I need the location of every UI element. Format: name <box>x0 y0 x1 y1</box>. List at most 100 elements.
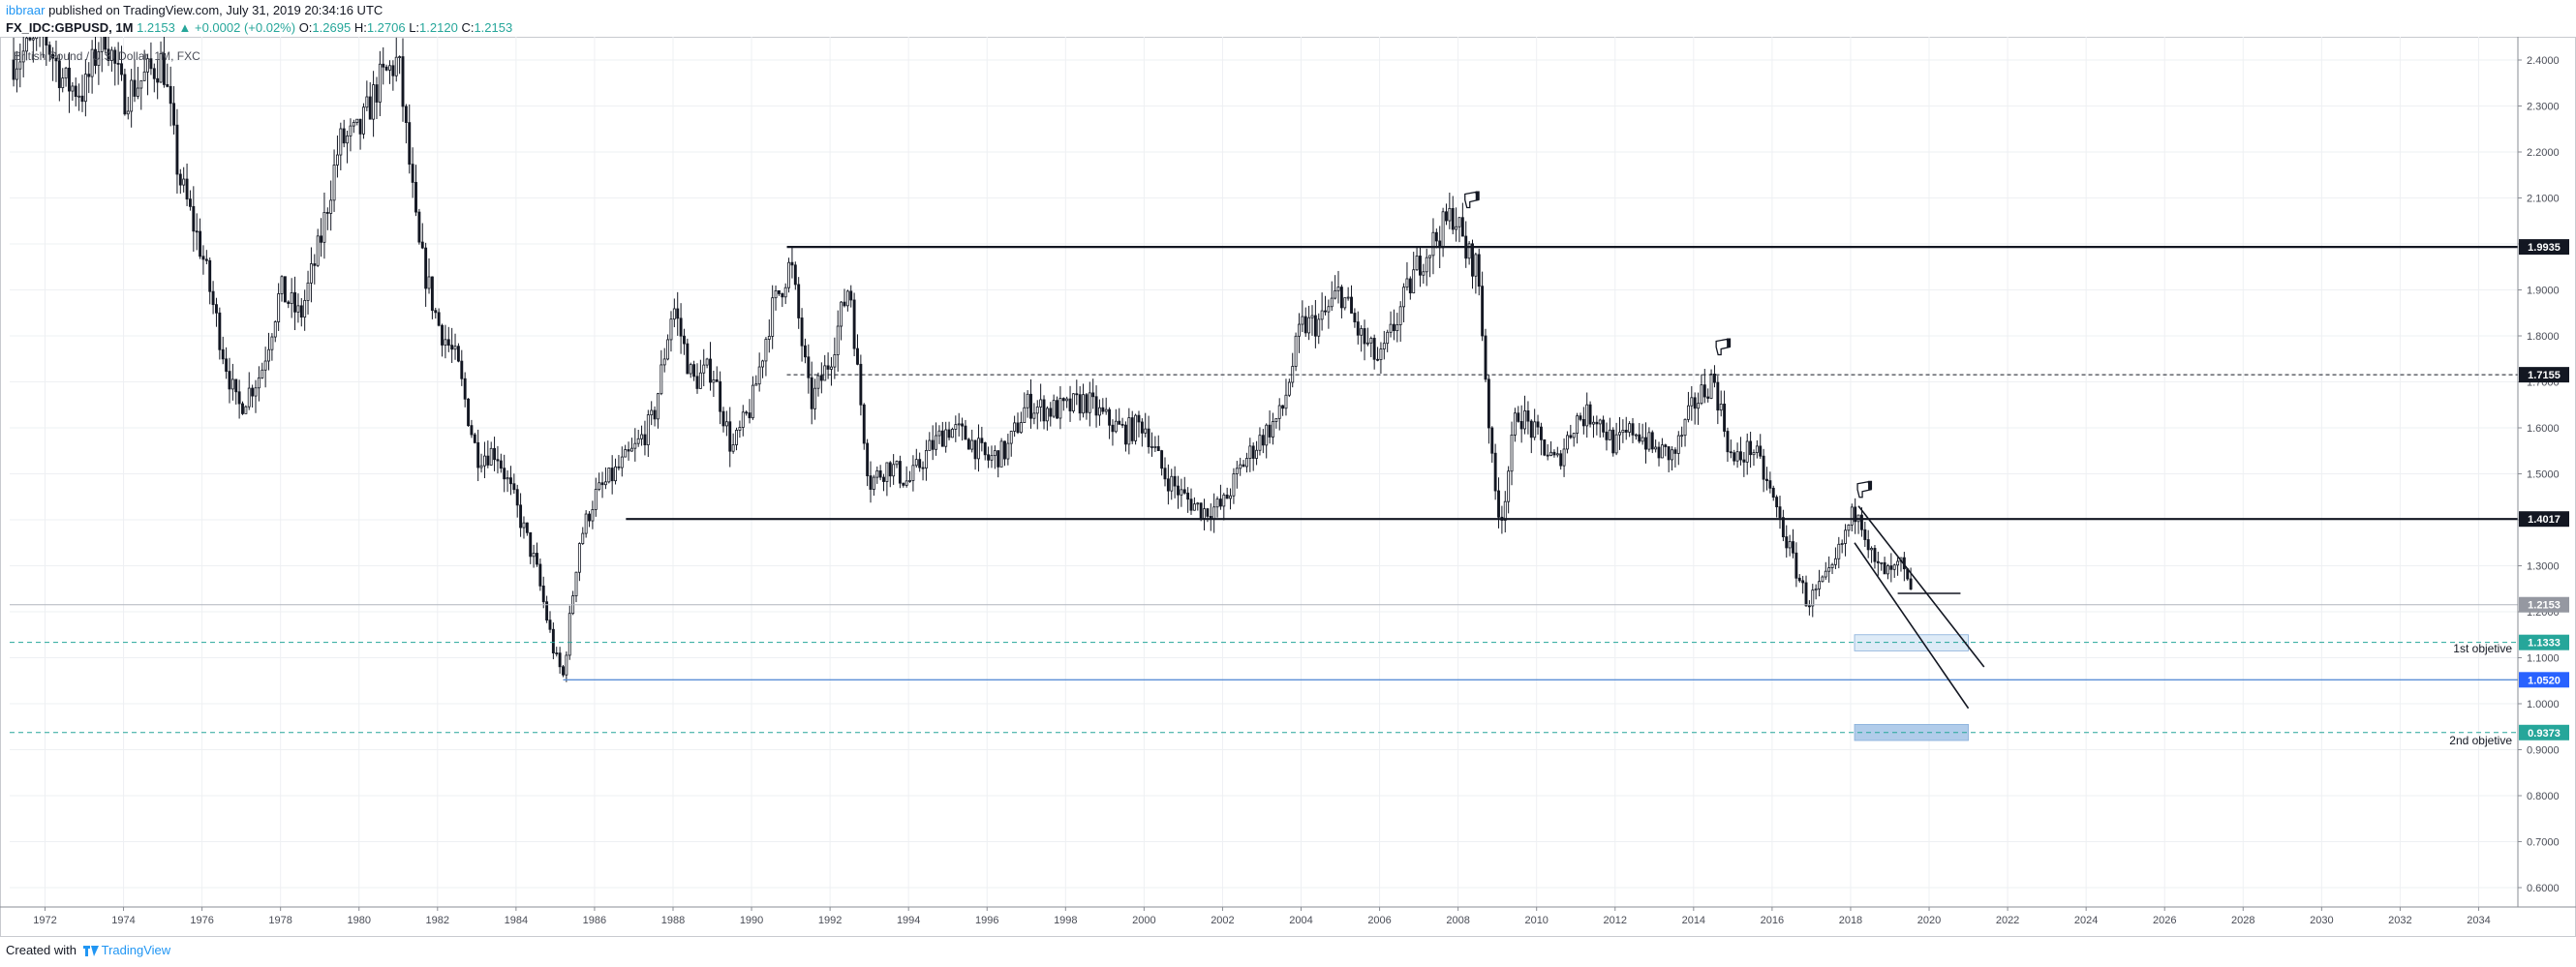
candle-body <box>666 339 670 360</box>
horizontal-levels[interactable] <box>10 245 2518 734</box>
candle-body <box>662 358 666 366</box>
candle-body <box>313 263 317 266</box>
candle-body <box>290 292 293 305</box>
candle-body <box>767 336 771 340</box>
candle-body <box>1493 452 1497 492</box>
time-tick-label: 1986 <box>583 915 606 926</box>
candle-body <box>1058 398 1062 419</box>
candle-body <box>1628 423 1632 433</box>
candle-body <box>548 619 552 630</box>
candle-body <box>1111 424 1115 433</box>
price-chart[interactable]: 0.60000.70000.80000.90001.00001.10001.20… <box>0 37 2576 937</box>
candle-body <box>810 377 813 409</box>
candle-body <box>1467 243 1471 259</box>
candle-body <box>162 52 166 85</box>
candle-body <box>1327 306 1331 313</box>
candle-body <box>777 289 781 294</box>
time-tick-label: 2034 <box>2467 915 2490 926</box>
candle-body <box>584 513 588 534</box>
candle-body <box>225 358 229 372</box>
candle-body <box>25 37 29 52</box>
candle-body <box>1837 543 1841 559</box>
symbol-label[interactable]: FX_IDC:GBPUSD, 1M <box>6 20 134 35</box>
candle-body <box>57 60 61 89</box>
candle-body <box>1523 410 1526 430</box>
price-tick-label: 2.2000 <box>2527 147 2560 159</box>
candle-body <box>859 363 863 406</box>
trend-line[interactable] <box>1857 505 1985 668</box>
candle-body <box>1650 432 1654 450</box>
candle-body <box>1419 256 1422 276</box>
candle-body <box>1035 407 1039 414</box>
candle-body <box>672 308 676 320</box>
tradingview-link[interactable]: TradingView <box>101 943 171 957</box>
candle-body <box>1752 452 1756 456</box>
candle-body <box>1244 458 1248 468</box>
candle-body <box>1353 313 1357 322</box>
candle-body <box>1363 328 1366 345</box>
candle-body <box>1844 529 1847 544</box>
candle-body <box>1029 393 1032 419</box>
candle-body <box>178 173 182 186</box>
ohlc-legend: FX_IDC:GBPUSD, 1M 1.2153 ▲ +0.0002 (+0.0… <box>6 20 512 35</box>
candle-body <box>1481 286 1485 337</box>
candle-body <box>470 425 474 436</box>
candle-body <box>840 301 843 327</box>
candle-body <box>136 87 139 97</box>
time-tick-label: 2002 <box>1211 915 1234 926</box>
candle-body <box>152 68 156 79</box>
objective-annotation: 1st objetive <box>2453 642 2512 655</box>
candle-body <box>1723 404 1727 432</box>
candle-body <box>1075 393 1079 396</box>
candle-body <box>686 343 690 375</box>
thumbs-down-icon <box>1464 191 1480 209</box>
candle-body <box>614 466 617 482</box>
candle-body <box>944 429 948 447</box>
candle-body <box>339 128 343 156</box>
time-axis[interactable]: 1972 1974 1976 1978 1980 1982 1984 1986 1988 1990… <box>33 907 2491 926</box>
candle-body <box>1549 451 1553 456</box>
trend-lines[interactable] <box>1854 505 1985 710</box>
candle-body <box>1140 421 1144 434</box>
candle-body <box>1180 489 1183 496</box>
candle-body <box>1186 492 1190 500</box>
candle-body <box>683 335 686 345</box>
candle-body <box>1605 431 1609 440</box>
candle-body <box>120 63 123 76</box>
candle-body <box>434 310 438 314</box>
author-link[interactable]: ibbraar <box>6 3 46 17</box>
candle-body <box>1317 318 1321 337</box>
candle-body <box>698 372 702 389</box>
candle-body <box>159 52 163 83</box>
time-tick-label: 2028 <box>2231 915 2254 926</box>
candle-body <box>230 378 234 390</box>
candle-body <box>771 297 775 337</box>
candle-body <box>1235 468 1239 474</box>
price-level-tag <box>2519 634 2569 650</box>
time-tick-label: 2006 <box>1367 915 1391 926</box>
candle-body <box>980 438 984 443</box>
candle-body <box>467 398 470 427</box>
low-label: L: <box>409 20 420 35</box>
candle-body <box>1365 342 1369 345</box>
candle-body <box>1431 231 1435 257</box>
price-change: +0.0002 (+0.02%) <box>194 20 296 35</box>
candle-body <box>64 67 68 79</box>
candle-body <box>1118 420 1121 425</box>
candle-body <box>104 37 107 50</box>
trend-line[interactable] <box>1854 542 1970 710</box>
candle-body <box>836 325 840 355</box>
candle-body <box>1094 396 1098 416</box>
publish-date-text: published on TradingView.com, July 31, 2… <box>45 3 383 17</box>
price-axis[interactable]: 0.60000.70000.80000.90001.00001.10001.20… <box>2518 55 2560 894</box>
low-value: 1.2120 <box>419 20 458 35</box>
time-tick-label: 1972 <box>33 915 56 926</box>
candle-body <box>977 438 980 460</box>
candle-body <box>107 48 110 61</box>
candle-body <box>80 95 84 103</box>
time-tick-label: 2004 <box>1289 915 1312 926</box>
candle-body <box>299 305 303 318</box>
candle-body <box>362 106 365 135</box>
candle-body <box>1016 422 1020 434</box>
candle-body <box>1356 321 1360 336</box>
